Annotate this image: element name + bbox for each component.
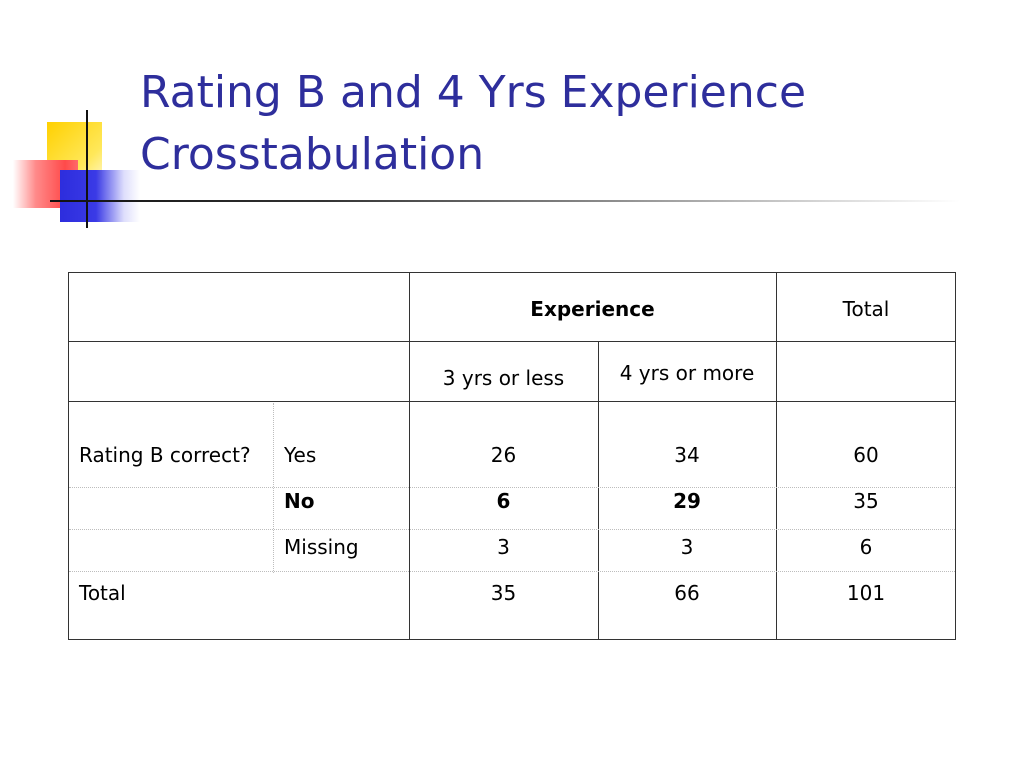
header-experience: Experience	[530, 297, 655, 321]
crosstab-table: Experience Total 3 yrs or less 4 yrs or …	[68, 272, 956, 640]
table-divider	[69, 529, 955, 530]
cell-grand-total: 101	[846, 581, 886, 605]
cell-no-total: 35	[853, 489, 879, 513]
table-divider	[69, 341, 955, 342]
title-underline	[50, 200, 960, 202]
cell-yes-3yrs: 26	[490, 443, 517, 467]
slide-title-line2: Crosstabulation	[140, 129, 485, 180]
table-divider	[69, 571, 955, 572]
row-label-yes: Yes	[284, 443, 317, 467]
table-divider	[69, 487, 955, 488]
row-label-no: No	[284, 489, 315, 513]
row-label-missing: Missing	[284, 535, 359, 559]
row-label-total: Total	[79, 581, 126, 605]
slide-title: Rating B and 4 Yrs Experience Crosstabul…	[140, 62, 1000, 186]
cell-yes-4yrs: 34	[674, 443, 700, 467]
cell-missing-total: 6	[859, 535, 873, 559]
header-col-4yrs-or-more: 4 yrs or more	[619, 361, 755, 385]
blue-square-decoration	[60, 170, 140, 222]
header-total: Total	[842, 297, 890, 321]
table-divider	[598, 342, 599, 639]
cell-missing-3yrs: 3	[497, 535, 510, 559]
vertical-rule-decoration	[86, 110, 88, 228]
cell-total-3yrs: 35	[490, 581, 517, 605]
cell-total-4yrs: 66	[674, 581, 700, 605]
row-variable-label: Rating B correct?	[79, 443, 251, 467]
slide-title-line1: Rating B and 4 Yrs Experience	[140, 67, 807, 118]
cell-no-4yrs: 29	[673, 489, 701, 513]
cell-yes-total: 60	[853, 443, 879, 467]
header-col-3yrs-or-less: 3 yrs or less	[442, 366, 565, 390]
table-divider	[273, 403, 274, 573]
decorative-logo	[0, 0, 140, 240]
table-divider	[776, 273, 777, 639]
cell-missing-4yrs: 3	[680, 535, 694, 559]
cell-no-3yrs: 6	[496, 489, 511, 513]
table-divider	[69, 401, 955, 402]
table-divider	[409, 273, 410, 639]
